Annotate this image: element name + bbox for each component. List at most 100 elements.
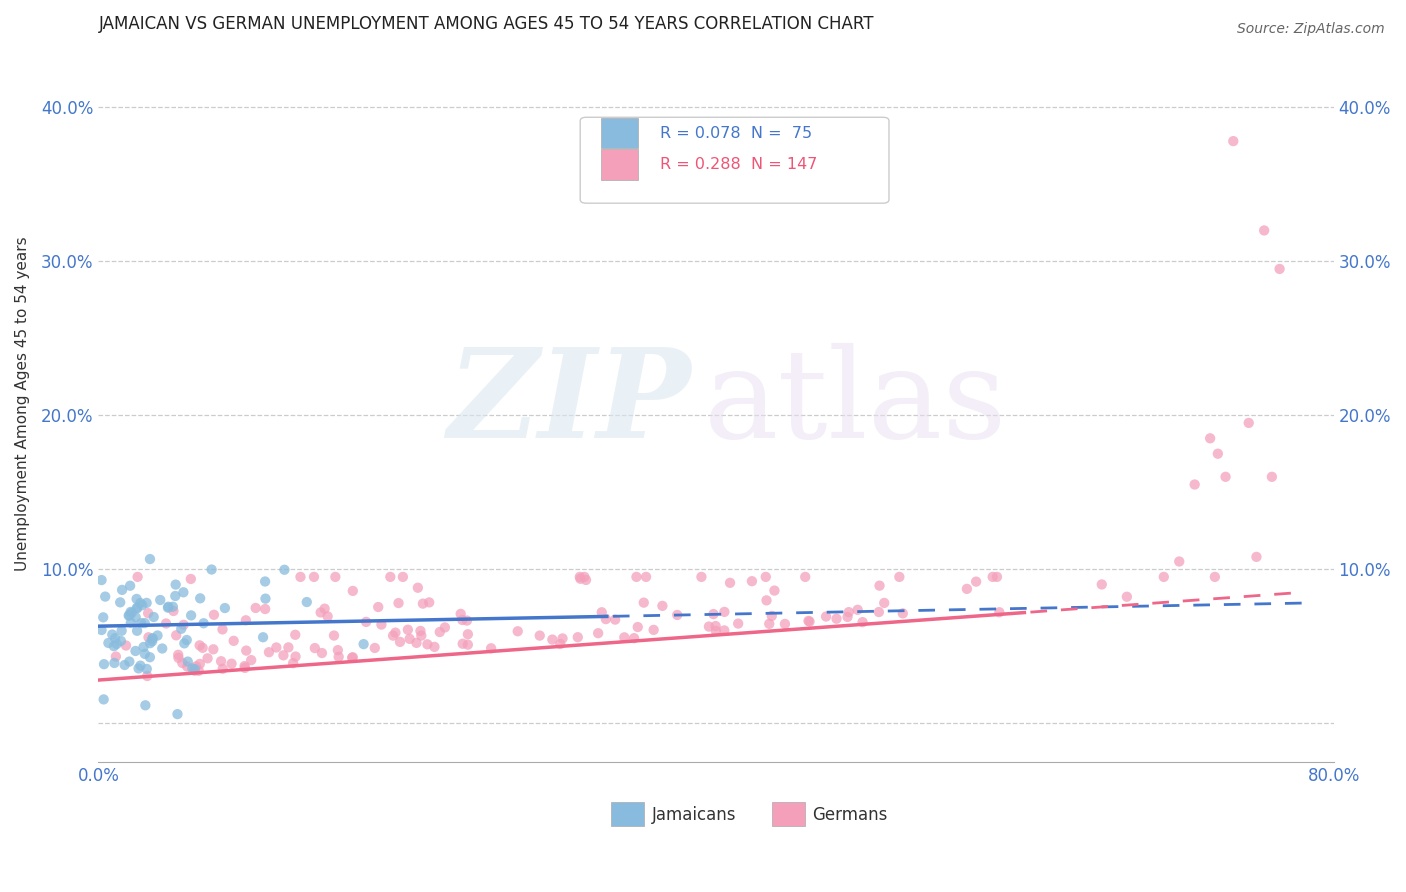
Point [568, 570, 591, 584]
Point [156, 600, 179, 615]
Point [221, 657, 243, 671]
Point [90, 623, 112, 637]
Point [529, 629, 551, 643]
Point [702, 607, 724, 621]
Point [150, 641, 173, 656]
Point [273, 563, 295, 577]
Point [129, 596, 152, 610]
Point [1091, 577, 1114, 591]
Point [209, 654, 232, 668]
Point [235, 643, 257, 657]
Point [166, 707, 188, 722]
Point [416, 637, 439, 651]
Point [103, 656, 125, 670]
Point [367, 600, 389, 615]
Point [114, 658, 136, 673]
Point [364, 640, 387, 655]
Point [548, 637, 571, 651]
Point [284, 649, 307, 664]
Point [254, 591, 277, 606]
Point [418, 595, 440, 609]
Point [103, 639, 125, 653]
Point [551, 632, 574, 646]
Text: Source: ZipAtlas.com: Source: ZipAtlas.com [1237, 22, 1385, 37]
Point [846, 603, 869, 617]
Point [1268, 261, 1291, 276]
Point [172, 656, 194, 670]
Point [180, 572, 202, 586]
Point [314, 601, 336, 615]
Point [309, 606, 332, 620]
Point [1115, 590, 1137, 604]
Bar [612, 803, 644, 826]
Point [304, 641, 326, 656]
Point [627, 620, 650, 634]
Point [342, 583, 364, 598]
Point [281, 656, 304, 670]
Point [129, 658, 152, 673]
Point [202, 642, 225, 657]
Point [868, 605, 890, 619]
Point [131, 598, 153, 612]
Point [429, 625, 451, 640]
Point [869, 579, 891, 593]
Point [134, 616, 156, 631]
Point [105, 637, 128, 651]
Text: Jamaicans: Jamaicans [652, 805, 737, 823]
Point [125, 610, 148, 624]
Point [727, 616, 749, 631]
Point [704, 619, 727, 633]
Point [125, 591, 148, 606]
Bar [772, 803, 806, 826]
Point [266, 640, 288, 655]
Point [108, 595, 131, 609]
Point [986, 570, 1008, 584]
Point [211, 623, 233, 637]
Point [412, 597, 434, 611]
Point [180, 608, 202, 623]
Point [125, 624, 148, 638]
Point [450, 607, 472, 621]
Point [120, 615, 142, 630]
Point [651, 599, 673, 613]
Point [763, 583, 786, 598]
Point [120, 605, 142, 619]
Text: Germans: Germans [813, 805, 887, 823]
Point [626, 570, 648, 584]
Point [94, 590, 117, 604]
Point [354, 615, 377, 629]
Point [406, 581, 429, 595]
Point [97, 636, 120, 650]
Point [1246, 549, 1268, 564]
Point [120, 579, 142, 593]
Point [155, 616, 177, 631]
Point [101, 627, 124, 641]
Point [132, 640, 155, 654]
Point [567, 630, 589, 644]
Point [613, 631, 636, 645]
Point [575, 573, 598, 587]
Point [197, 651, 219, 665]
Point [136, 669, 159, 683]
Point [574, 570, 596, 584]
Point [1215, 470, 1237, 484]
Point [1153, 570, 1175, 584]
Point [340, 650, 363, 665]
Point [139, 636, 162, 650]
Point [201, 562, 224, 576]
Point [451, 637, 474, 651]
Point [457, 638, 479, 652]
Text: atlas: atlas [704, 343, 1007, 464]
Point [761, 609, 783, 624]
Point [741, 574, 763, 589]
Point [456, 614, 478, 628]
Point [211, 662, 233, 676]
Point [188, 591, 211, 606]
Point [290, 570, 312, 584]
Point [718, 575, 741, 590]
Point [713, 605, 735, 619]
Point [1168, 554, 1191, 568]
Point [423, 640, 446, 654]
Point [173, 617, 195, 632]
Point [93, 692, 115, 706]
